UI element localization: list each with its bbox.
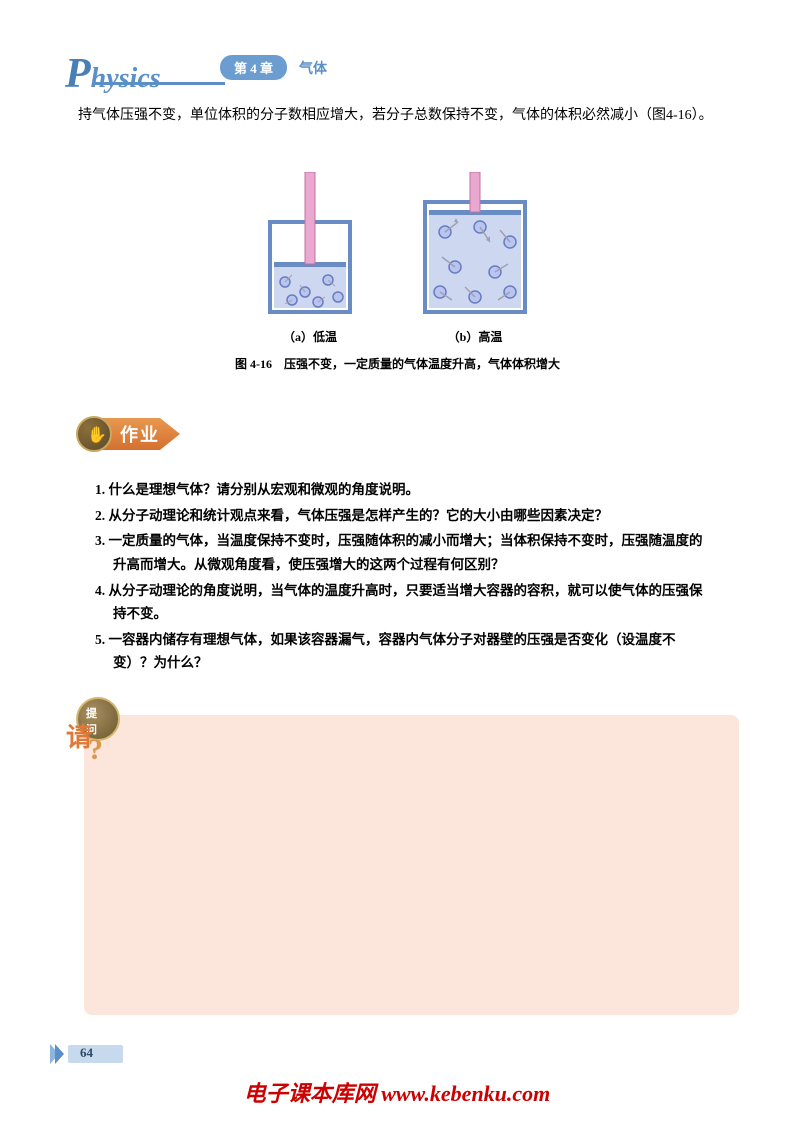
- figure-b: （b）高温: [410, 172, 540, 345]
- question-1: 1. 什么是理想气体？请分别从宏观和微观的角度说明。: [95, 478, 715, 502]
- page-arrow-icon: [50, 1044, 64, 1064]
- figure-a: （a）低温: [250, 172, 370, 345]
- figure-4-16: （a）低温: [215, 172, 575, 372]
- diagram-low-temp: [250, 172, 370, 322]
- figure-caption: 图 4-16 压强不变，一定质量的气体温度升高，气体体积增大: [215, 355, 575, 372]
- chapter-title: 气体: [299, 58, 327, 78]
- question-3: 3. 一定质量的气体，当温度保持不变时，压强随体积的减小而增大；当体积保持不变时…: [95, 529, 715, 576]
- page-number-badge: 64: [50, 1042, 130, 1068]
- question-2: 2. 从分子动理论和统计观点来看，气体压强是怎样产生的？它的大小由哪些因素决定？: [95, 504, 715, 528]
- homework-label: 作业: [120, 421, 160, 447]
- logo-p: P: [65, 51, 91, 97]
- body-paragraph: 持气体压强不变，单位体积的分子数相应增大，若分子总数保持不变，气体的体积必然减小…: [78, 103, 713, 128]
- logo-underline: [95, 82, 225, 85]
- ask-question-section: 提问 请 ?: [78, 715, 738, 1015]
- page-number: 64: [80, 1045, 93, 1061]
- homework-questions: 1. 什么是理想气体？请分别从宏观和微观的角度说明。 2. 从分子动理论和统计观…: [95, 478, 715, 677]
- page-number-strip: [68, 1045, 123, 1063]
- chapter-badge: 第 4 章 气体: [220, 55, 355, 79]
- footer-watermark: 电子课本库网 www.kebenku.com: [0, 1076, 794, 1108]
- physics-logo: Physics: [65, 50, 161, 98]
- question-mark-icon: ?: [88, 733, 103, 767]
- hand-icon: ✋: [87, 425, 107, 445]
- ask-content-box: [84, 715, 739, 1015]
- figure-b-label: （b）高温: [410, 328, 540, 345]
- homework-badge: ✋ 作业: [78, 418, 183, 452]
- diagram-high-temp: [410, 172, 540, 322]
- chapter-number: 第 4 章: [220, 55, 287, 80]
- question-5: 5. 一容器内储存有理想气体，如果该容器漏气，容器内气体分子对器壁的压强是否变化…: [95, 628, 715, 675]
- question-4: 4. 从分子动理论的角度说明，当气体的温度升高时，只要适当增大容器的容积，就可以…: [95, 579, 715, 626]
- logo-rest: hysics: [91, 63, 161, 94]
- figure-a-label: （a）低温: [250, 328, 370, 345]
